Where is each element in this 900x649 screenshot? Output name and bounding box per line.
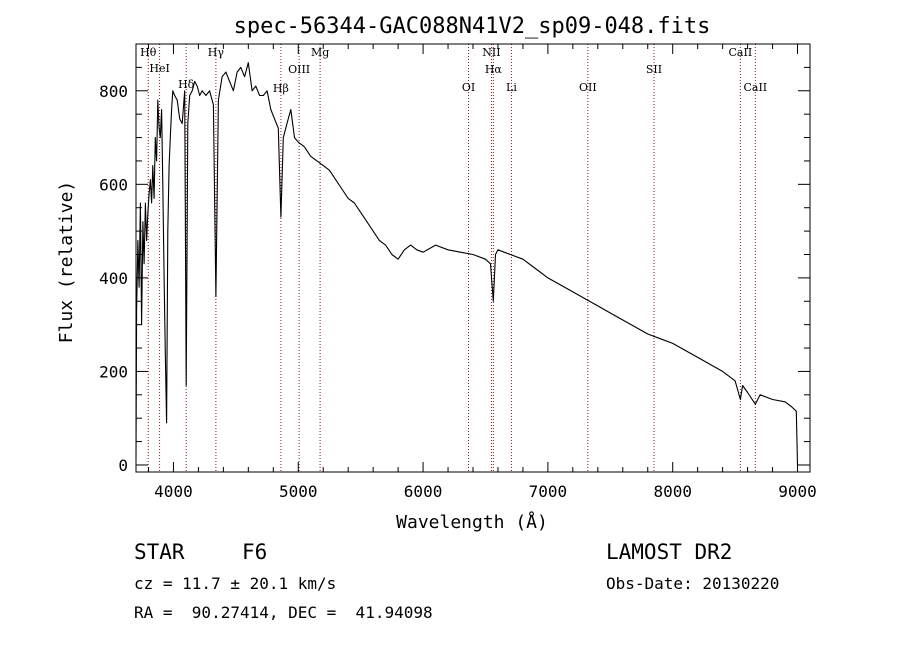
x-tick-label: 6000 bbox=[404, 482, 443, 501]
chart-title: spec-56344-GAC088N41V2_sp09-048.fits bbox=[234, 14, 711, 39]
x-tick-label: 8000 bbox=[653, 482, 692, 501]
y-tick-label: 600 bbox=[99, 175, 128, 194]
object-subclass: F6 bbox=[242, 540, 268, 564]
spectrum-line bbox=[135, 62, 799, 466]
spectral-line-label: Hγ bbox=[208, 46, 225, 59]
spectral-line-label: HeI bbox=[149, 62, 169, 75]
spectral-line-label: CaII bbox=[729, 46, 753, 59]
sky-coordinates: RA = 90.27414, DEC = 41.94098 bbox=[134, 603, 433, 622]
spectral-line-label: Hδ bbox=[178, 78, 195, 91]
spectral-line-label: Li bbox=[506, 81, 517, 94]
spectral-line-label: OI bbox=[462, 81, 475, 94]
spectrum-series-line bbox=[135, 62, 799, 466]
observation-date: Obs-Date: 20130220 bbox=[606, 574, 780, 593]
y-tick-label: 800 bbox=[99, 82, 128, 101]
y-tick-label: 0 bbox=[118, 456, 128, 475]
spectral-line-label: Hα bbox=[485, 63, 503, 76]
spectral-line-label: CaII bbox=[743, 81, 767, 94]
x-tick-label: 4000 bbox=[154, 482, 193, 501]
spectral-line-label: OIII bbox=[288, 63, 310, 76]
spectral-line-label: Mg bbox=[311, 46, 329, 59]
spectral-line-label: SII bbox=[646, 63, 662, 76]
spectral-line-label: OII bbox=[579, 81, 597, 94]
spectral-line-label: NII bbox=[482, 46, 500, 59]
y-tick-label: 200 bbox=[99, 362, 128, 381]
y-axis-label: Flux (relative) bbox=[56, 181, 77, 344]
axis-ticks: 4000 5000 6000 7000 8000 9000 0 200 400 600 800 bbox=[99, 44, 817, 501]
y-tick-label: 400 bbox=[99, 269, 128, 288]
redshift-velocity: cz = 11.7 ± 20.1 km/s bbox=[134, 574, 337, 593]
spectral-line-label: Hβ bbox=[273, 82, 289, 95]
survey-name: LAMOST DR2 bbox=[606, 540, 733, 564]
plot-frame bbox=[135, 43, 811, 473]
x-tick-label: 9000 bbox=[778, 482, 817, 501]
spectral-line-label: Hθ bbox=[140, 46, 157, 59]
x-tick-label: 5000 bbox=[279, 482, 318, 501]
x-axis-label: Wavelength (Å) bbox=[396, 511, 548, 533]
x-tick-label: 7000 bbox=[529, 482, 568, 501]
object-class: STAR bbox=[134, 540, 185, 564]
